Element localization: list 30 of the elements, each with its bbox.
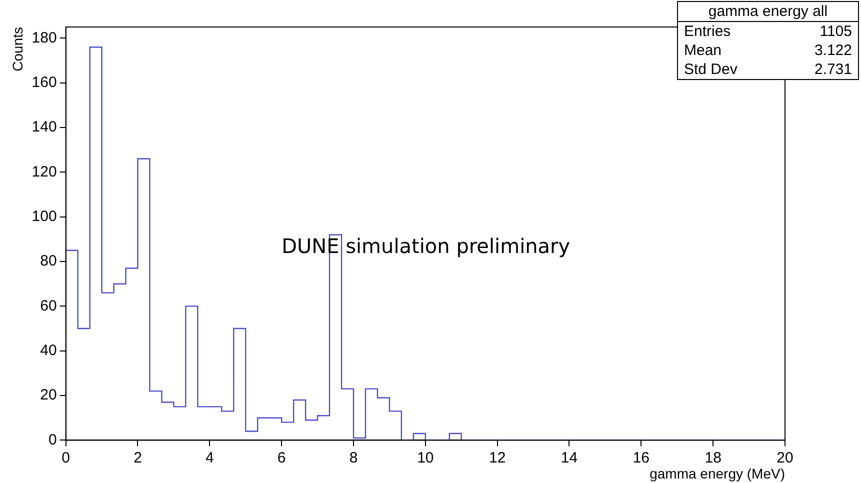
y-tick-label: 0 (48, 431, 57, 448)
x-tick-label: 12 (488, 449, 506, 466)
x-tick-label: 8 (349, 449, 358, 466)
x-tick-label: 0 (62, 449, 70, 466)
x-tick-label: 20 (776, 449, 794, 466)
y-tick-label: 40 (40, 342, 57, 359)
x-tick-label: 10 (417, 449, 434, 466)
y-tick-label: 60 (40, 297, 57, 314)
x-tick-label: 2 (134, 449, 142, 466)
y-tick-label: 180 (32, 29, 57, 46)
y-tick-label: 120 (32, 163, 57, 180)
y-axis-title: Counts (9, 27, 26, 72)
y-tick-label: 100 (32, 208, 57, 225)
legend-title: gamma energy all (678, 2, 858, 22)
annotation: Entries (684, 22, 731, 41)
x-tick-label: 16 (632, 449, 650, 466)
text: 3.122 (814, 41, 852, 60)
x-axis-title: gamma energy (MeV) (650, 465, 785, 482)
y-tick-label: 160 (32, 74, 57, 91)
x-tick-label: 6 (277, 449, 286, 466)
annotation: Std Dev (684, 60, 738, 79)
x-tick-label: 4 (205, 449, 214, 466)
annotation: Mean (684, 41, 722, 60)
y-tick-label: 20 (40, 386, 57, 404)
x-tick-label: 14 (560, 449, 578, 466)
x-tick-label: 18 (704, 449, 722, 466)
y-tick-label: 140 (32, 118, 57, 136)
text: 1105 (820, 22, 852, 41)
text: 2.731 (814, 60, 852, 79)
y-tick-label: 80 (40, 252, 57, 270)
